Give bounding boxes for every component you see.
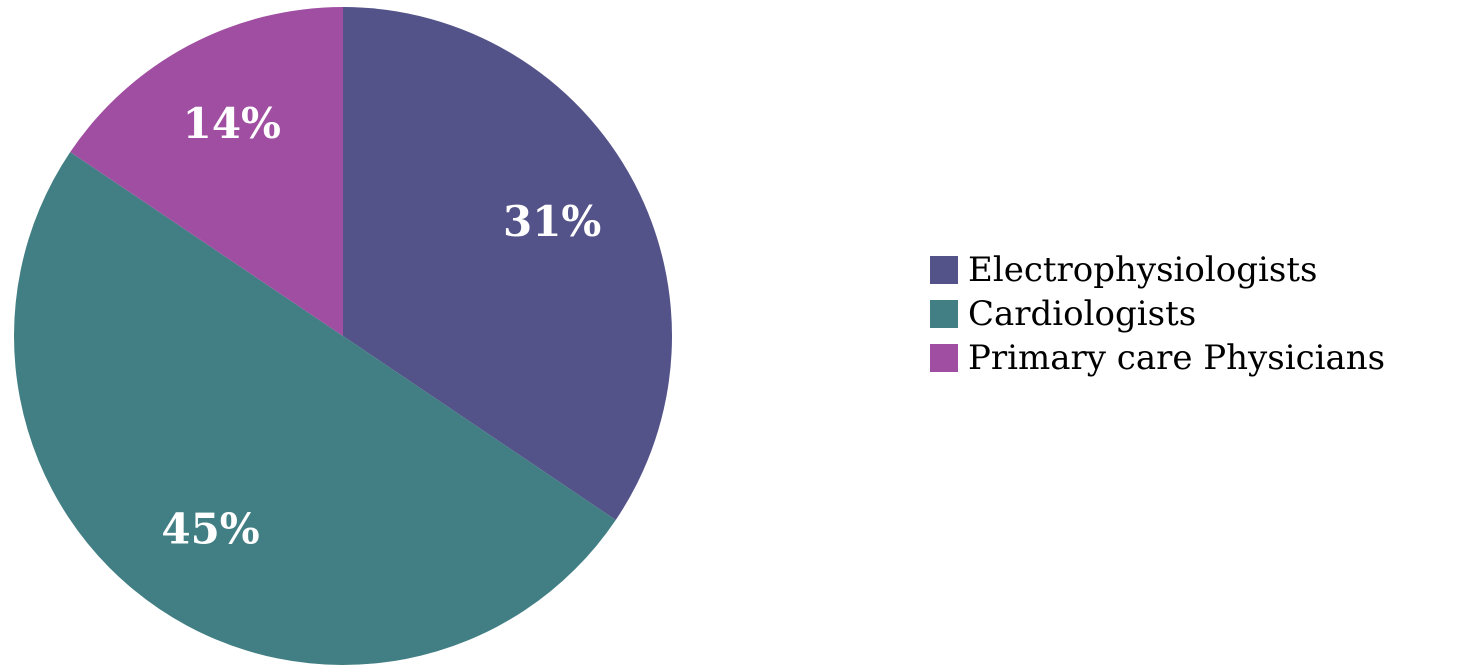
legend-label-cardiologists: Cardiologists [968, 294, 1197, 334]
legend-swatch-electrophysiologists [930, 256, 958, 284]
data-label-primary-care-physicians: 14% [183, 99, 281, 148]
chart-legend: Electrophysiologists Cardiologists Prima… [930, 248, 1385, 380]
legend-item-primary-care-physicians: Primary care Physicians [930, 336, 1385, 380]
pie-slices [13, 7, 672, 666]
legend-item-cardiologists: Cardiologists [930, 292, 1385, 336]
legend-label-primary-care-physicians: Primary care Physicians [968, 338, 1386, 378]
pie-slice-primary-care-physicians [70, 7, 343, 336]
pie-slice-electrophysiologists [343, 7, 672, 520]
legend-swatch-cardiologists [930, 300, 958, 328]
data-label-cardiologists: 45% [161, 504, 259, 553]
legend-label-electrophysiologists: Electrophysiologists [968, 250, 1318, 290]
pie-plot-area: 31% 45% 14% [13, 7, 672, 666]
pie-slice-cardiologists [13, 152, 616, 666]
legend-item-electrophysiologists: Electrophysiologists [930, 248, 1385, 292]
legend-swatch-primary-care-physicians [930, 344, 958, 372]
data-label-electrophysiologists: 31% [503, 197, 601, 246]
pie-data-labels: 31% 45% 14% [161, 99, 601, 554]
